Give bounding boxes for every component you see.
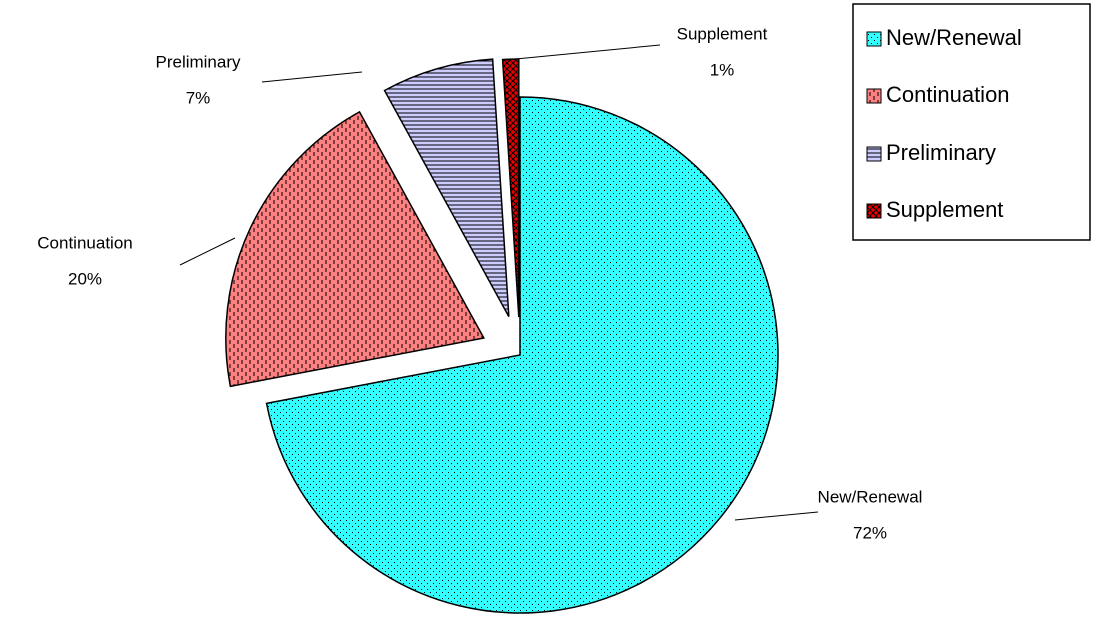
slice-category-label: Supplement bbox=[677, 24, 768, 43]
legend-label: Preliminary bbox=[886, 140, 996, 165]
slice-value-label: 7% bbox=[186, 88, 211, 107]
slice-category-label: Preliminary bbox=[155, 52, 241, 71]
slice-category-label: New/Renewal bbox=[818, 487, 923, 506]
legend-swatch bbox=[866, 31, 882, 47]
slice-value-label: 20% bbox=[68, 269, 102, 288]
legend-label: Supplement bbox=[886, 197, 1003, 222]
slice-category-label: Continuation bbox=[37, 233, 132, 252]
legend-label: New/Renewal bbox=[886, 25, 1022, 50]
slice-value-label: 72% bbox=[853, 523, 887, 542]
legend-swatch bbox=[866, 88, 882, 104]
leader-line bbox=[504, 44, 661, 61]
legend-label: Continuation bbox=[886, 82, 1010, 107]
legend-swatch bbox=[866, 203, 882, 219]
legend-box bbox=[852, 3, 1091, 241]
leader-line bbox=[261, 71, 363, 83]
slice-labels: New/Renewal 72% Continuation 20% Preliminary… bbox=[37, 24, 922, 542]
leader-line bbox=[734, 511, 819, 521]
pie-slice bbox=[225, 110, 485, 388]
pie bbox=[225, 58, 779, 614]
pie-slice bbox=[265, 96, 779, 614]
slice-value-label: 1% bbox=[710, 60, 735, 79]
legend: New/Renewal Continuation Preliminary Supple… bbox=[852, 3, 1091, 241]
pie-slice bbox=[383, 58, 510, 317]
legend-swatch bbox=[866, 146, 882, 162]
leader-line bbox=[179, 237, 236, 266]
